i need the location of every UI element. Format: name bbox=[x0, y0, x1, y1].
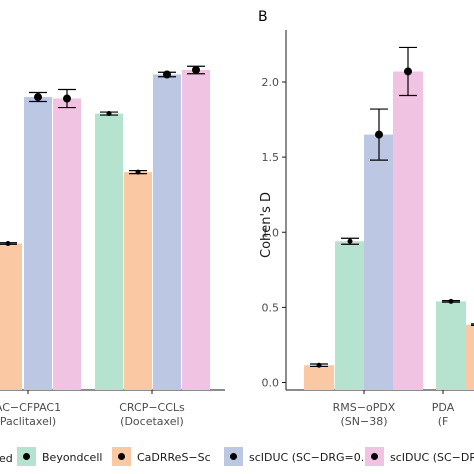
y-tick-label: 1.5 bbox=[262, 151, 280, 164]
y-tick-label: 0.5 bbox=[262, 301, 280, 314]
y-tick-label: 2.0 bbox=[262, 76, 280, 89]
legend: ed Beyondcell CaDRReS−Sc scIDUC (SC−DRG=0.2… bbox=[0, 447, 474, 466]
legend-title: ed bbox=[0, 452, 13, 465]
data-point bbox=[347, 238, 353, 244]
legend-marker bbox=[23, 453, 30, 460]
y-tick-label: 1.0 bbox=[262, 226, 280, 239]
bar bbox=[335, 241, 365, 390]
legend-label: scIDUC (SC−DRG=0.2) bbox=[249, 451, 376, 464]
bar bbox=[95, 113, 123, 391]
x-tick-label: (SN−38) bbox=[340, 415, 387, 428]
data-point bbox=[34, 93, 42, 102]
x-tick-label: PDA bbox=[432, 401, 455, 414]
data-point bbox=[316, 362, 322, 368]
y-tick-label: 0.0 bbox=[262, 377, 280, 390]
data-point bbox=[106, 111, 112, 117]
legend-label: scIDUC (SC−DRG=0.0) bbox=[390, 451, 474, 464]
x-tick-label: RMS−oPDX bbox=[333, 401, 396, 414]
legend-label: CaDRReS−Sc bbox=[137, 451, 211, 464]
bar bbox=[182, 69, 210, 390]
bar bbox=[364, 134, 394, 390]
data-point bbox=[448, 298, 454, 304]
bar bbox=[465, 324, 474, 390]
bar bbox=[153, 74, 181, 391]
legend-marker bbox=[371, 453, 378, 460]
legend-label: Beyondcell bbox=[42, 451, 102, 464]
bar bbox=[24, 97, 52, 391]
data-point bbox=[135, 169, 141, 175]
x-tick-label: AC−CFPAC1 bbox=[0, 401, 61, 414]
panel-label: B bbox=[258, 9, 268, 25]
data-point bbox=[163, 70, 171, 79]
bar bbox=[393, 71, 423, 391]
bar bbox=[304, 365, 334, 390]
x-tick-label: CRCP−CCLs bbox=[119, 401, 185, 414]
x-tick-label: Paclitaxel) bbox=[0, 415, 56, 428]
data-point bbox=[5, 241, 11, 247]
y-axis-title: Cohen's D bbox=[259, 192, 274, 258]
legend-marker bbox=[118, 453, 125, 460]
bar bbox=[124, 172, 152, 390]
data-point bbox=[375, 130, 383, 139]
bar bbox=[436, 301, 466, 390]
bar bbox=[0, 243, 22, 390]
bar bbox=[53, 98, 81, 390]
panel-b: 0.0 0.5 1.0 1.5 2.0 Cohen's D B RMS−oPDX(SN−38)… bbox=[258, 9, 474, 428]
legend-marker bbox=[230, 453, 237, 460]
data-point bbox=[404, 67, 412, 76]
data-point bbox=[63, 94, 71, 103]
x-tick-label: (F bbox=[438, 415, 449, 428]
x-tick-label: (Docetaxel) bbox=[120, 415, 184, 428]
data-point bbox=[192, 65, 200, 74]
